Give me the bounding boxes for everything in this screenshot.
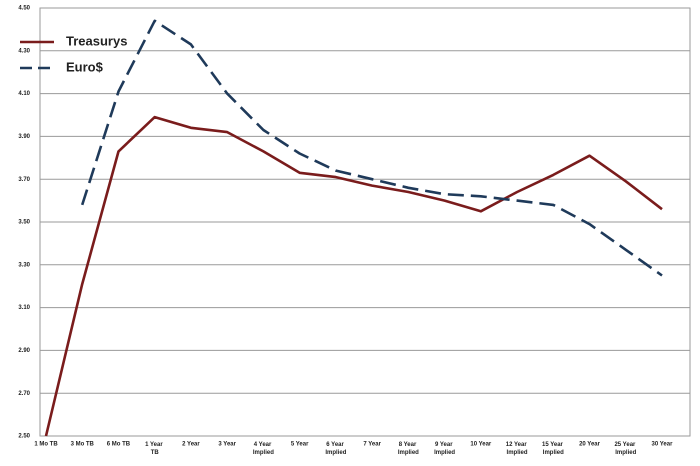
legend-label: Euro$ <box>66 59 104 74</box>
x-tick-label: 1 Mo TB <box>34 442 58 448</box>
x-tick-label: 10 Year <box>470 442 492 448</box>
y-tick-label: 3.70 <box>18 177 30 183</box>
y-tick-label: 4.50 <box>18 6 30 12</box>
y-tick-label: 3.90 <box>18 134 30 140</box>
y-tick-label: 3.50 <box>18 220 30 226</box>
y-tick-label: 2.50 <box>18 434 30 440</box>
x-tick-label: 25 Year Implied <box>614 442 637 456</box>
y-tick-label: 2.70 <box>18 391 30 397</box>
x-tick-label: 6 Year Implied <box>325 442 346 456</box>
x-tick-label: 2 Year <box>182 442 200 448</box>
x-tick-label: 9 Year Implied <box>434 442 455 456</box>
x-tick-label: 30 Year <box>652 442 674 448</box>
x-tick-label: 3 Year <box>218 442 236 448</box>
y-tick-label: 4.10 <box>18 91 30 97</box>
x-tick-label: 8 Year Implied <box>398 442 419 456</box>
series-line <box>44 115 663 437</box>
x-tick-label: 5 Year <box>291 442 309 448</box>
y-tick-label: 3.10 <box>18 305 30 311</box>
y-tick-label: 2.90 <box>18 348 30 354</box>
x-tick-label: 6 Mo TB <box>107 442 131 448</box>
x-tick-label: 1 Year TB <box>145 442 164 456</box>
x-tick-label: 3 Mo TB <box>71 442 95 448</box>
x-tick-label: 7 Year <box>363 442 381 448</box>
legend-label: Treasurys <box>66 33 127 48</box>
x-tick-label: 20 Year <box>579 442 601 448</box>
x-tick-label: 12 Year Implied <box>506 442 529 456</box>
x-tick-label: 4 Year Implied <box>253 442 274 456</box>
y-tick-label: 3.30 <box>18 262 30 268</box>
y-tick-label: 4.30 <box>18 48 30 54</box>
series-line <box>80 19 663 277</box>
x-tick-label: 15 Year Implied <box>542 442 565 456</box>
